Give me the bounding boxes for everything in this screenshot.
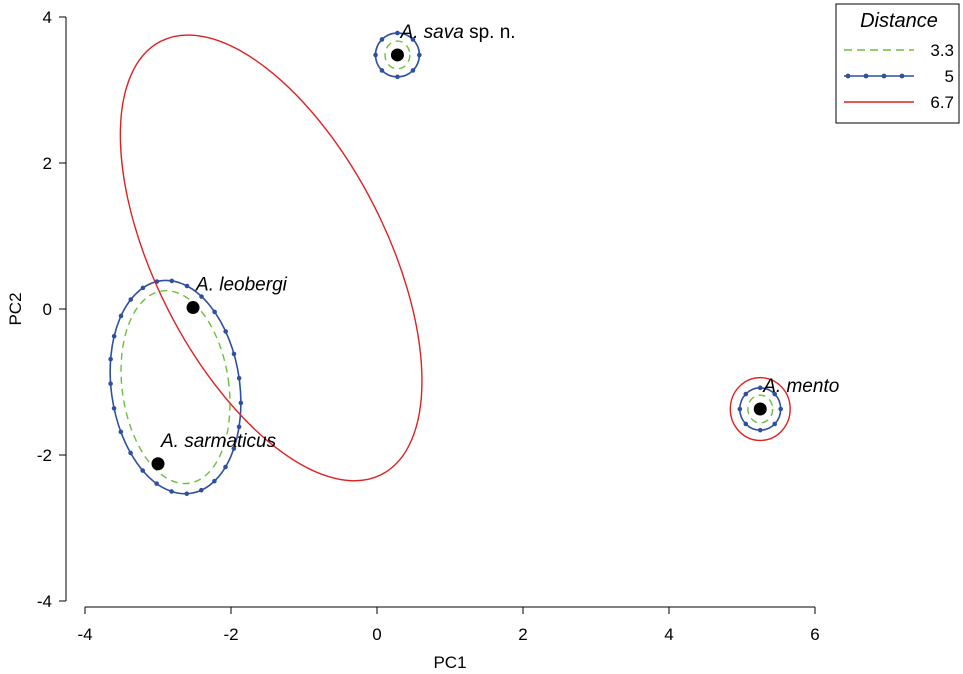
ellipse-marker — [223, 464, 228, 470]
ellipse-6_7 — [729, 376, 791, 442]
ellipse-marker — [743, 421, 749, 427]
ellipse-marker — [379, 37, 385, 42]
ellipse-marker — [772, 391, 778, 397]
ellipse-marker — [236, 424, 242, 430]
ellipse-5 — [737, 385, 783, 433]
ellipse-marker — [417, 52, 422, 58]
x-tick-label: 4 — [664, 625, 673, 644]
points-layer: A. sava sp. n. A. leobergi A. sarmaticus A.… — [151, 22, 839, 471]
y-tick-label: -4 — [37, 592, 52, 611]
ellipse-marker — [737, 406, 743, 412]
ellipse-marker — [212, 478, 217, 484]
x-tick-label: 2 — [518, 625, 527, 644]
ellipse-5 — [373, 30, 422, 80]
data-point — [151, 457, 165, 471]
ellipse-marker — [108, 381, 113, 386]
ellipse-marker — [238, 400, 244, 406]
ellipse-marker — [154, 481, 159, 486]
y-tick-label: 4 — [43, 8, 52, 27]
legend-marker — [845, 73, 851, 79]
legend-marker — [863, 73, 869, 79]
ellipse-marker — [199, 294, 204, 299]
ellipse-marker — [231, 446, 237, 451]
ellipse-marker — [118, 313, 124, 319]
ellipse-marker — [169, 489, 174, 494]
ellipse-marker — [128, 450, 133, 456]
legend-box — [835, 3, 960, 124]
ellipse-marker — [757, 427, 763, 433]
legend-item: 5 — [844, 67, 954, 86]
legend-item: 6.7 — [844, 93, 954, 112]
legend-label: 3.3 — [930, 41, 954, 60]
ellipse-marker — [395, 30, 400, 36]
ellipse-6_7 — [119, 34, 423, 482]
ellipse-3_3 — [747, 394, 774, 424]
legend-items: 3.3 5 6.7 — [844, 41, 954, 112]
ellipse-marker — [140, 468, 146, 473]
ellipse-marker — [395, 74, 400, 80]
legend-label: 6.7 — [930, 93, 954, 112]
ellipse-marker — [373, 52, 378, 58]
legend: Distance 3.3 5 6.7 — [835, 3, 960, 124]
ellipse-marker — [410, 68, 416, 73]
point-label-name: A. sava — [399, 22, 463, 43]
ellipse-marker — [223, 329, 228, 334]
ellipse-marker — [198, 487, 204, 493]
ellipse-marker — [184, 283, 190, 289]
point-label-name: A. sarmaticus — [160, 431, 277, 452]
axes: PC1 PC2 -4 -2 0 2 4 6 -4 -2 0 2 4 — [6, 8, 820, 672]
ellipse-marker — [108, 356, 113, 362]
ellipse-marker — [778, 406, 783, 412]
point-label: A. mento — [762, 376, 839, 397]
y-tick-label: 0 — [43, 300, 52, 319]
ellipse-marker — [743, 391, 749, 397]
point-label: A. leobergi — [195, 275, 288, 296]
point-label-suffix: sp. n. — [464, 22, 516, 43]
ellipse-marker — [111, 333, 117, 339]
legend-title: Distance — [860, 10, 938, 32]
legend-label: 5 — [945, 67, 954, 86]
ellipse-marker — [772, 421, 778, 427]
ellipse-5 — [108, 278, 244, 497]
ellipse-marker — [118, 429, 124, 435]
data-point — [390, 48, 404, 62]
y-axis-label: PC2 — [6, 292, 25, 325]
y-tick-label: 2 — [43, 154, 52, 173]
legend-marker — [899, 73, 905, 79]
x-tick-label: 0 — [372, 625, 381, 644]
ellipse-marker — [169, 278, 175, 284]
ellipses-layer — [108, 30, 791, 497]
legend-marker — [881, 73, 887, 79]
ellipse-marker — [236, 375, 242, 381]
ellipse-marker — [212, 309, 217, 315]
point-label: A. sava sp. n. — [399, 22, 515, 43]
ellipse-marker — [231, 351, 237, 357]
legend-item: 3.3 — [844, 41, 954, 60]
ellipse-marker — [140, 285, 146, 291]
point-label-name: A. mento — [762, 376, 839, 397]
data-point — [186, 301, 200, 315]
x-tick-label: 6 — [810, 625, 819, 644]
x-axis-label: PC1 — [433, 653, 466, 672]
y-tick-label: -2 — [37, 446, 52, 465]
ellipse-3_3 — [120, 289, 231, 485]
ellipse-marker — [379, 68, 385, 73]
ellipse-marker — [184, 491, 190, 497]
ellipse-marker — [757, 385, 763, 391]
ellipse-marker — [111, 406, 117, 411]
ellipse-3_3 — [384, 40, 411, 70]
point-label-name: A. leobergi — [195, 275, 288, 296]
ellipse-marker — [128, 297, 134, 302]
point-label: A. sarmaticus — [160, 431, 277, 452]
ellipse-marker — [410, 37, 416, 42]
x-tick-label: -2 — [223, 625, 238, 644]
data-point — [753, 402, 767, 416]
x-tick-label: -4 — [77, 625, 92, 644]
